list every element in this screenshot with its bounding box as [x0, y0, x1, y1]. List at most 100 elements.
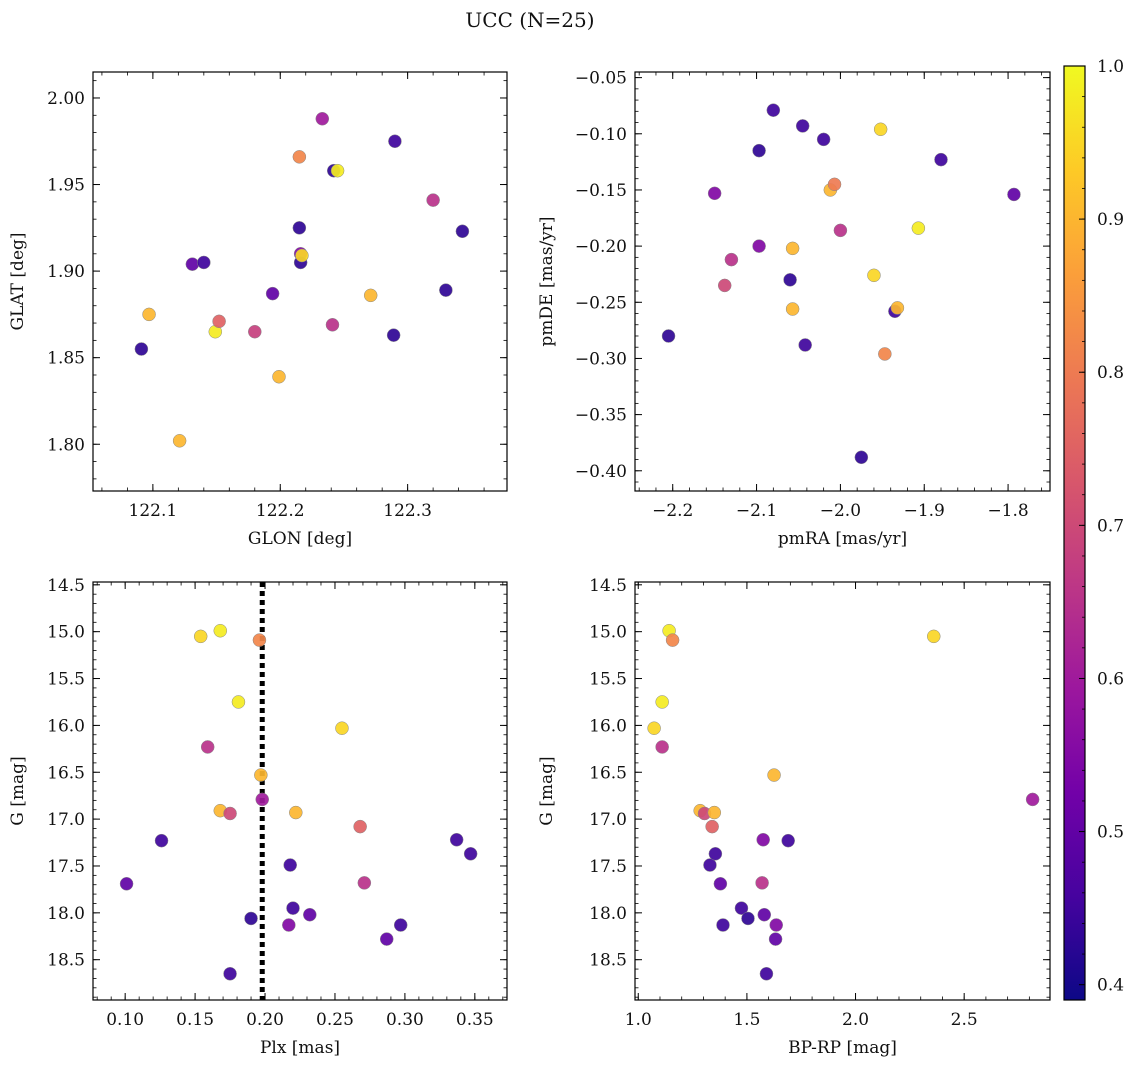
data-point	[934, 152, 948, 167]
y-tick-label: 14.5	[589, 576, 627, 596]
y-tick-label: 17.5	[589, 857, 627, 877]
data-point	[713, 877, 728, 891]
data-point	[286, 901, 300, 915]
y-tick-label: −0.40	[575, 462, 627, 482]
data-point	[134, 342, 149, 356]
data-point	[816, 132, 831, 147]
data-point	[781, 833, 795, 848]
x-axis-label: GLON [deg]	[248, 529, 352, 549]
y-axis-label: G [mag]	[8, 756, 28, 825]
data-point	[353, 819, 367, 834]
y-tick-label: −0.15	[575, 181, 627, 201]
x-tick-label: 2.0	[842, 1010, 869, 1030]
data-point	[756, 832, 770, 847]
data-point	[386, 328, 401, 342]
colorbar: 0.4 0.5 0.6 0.7 0.8 0.9 1.0	[1063, 57, 1124, 1001]
data-point	[254, 768, 268, 782]
y-tick-label: 14.5	[47, 576, 85, 596]
data-point	[265, 286, 280, 301]
data-point	[647, 721, 661, 735]
data-point	[785, 302, 800, 316]
data-point	[197, 255, 211, 270]
data-point	[665, 633, 680, 647]
y-tick-label: −0.35	[575, 406, 627, 426]
data-point	[927, 629, 941, 644]
data-point	[741, 911, 755, 926]
x-tick-label: −2.1	[736, 501, 777, 521]
y-tick-label: 17.5	[47, 857, 85, 877]
y-tick-label: 16.0	[589, 716, 627, 736]
colorbar-tick-label: 0.5	[1097, 823, 1124, 843]
plot-frame	[634, 71, 1051, 492]
data-point	[463, 847, 478, 861]
data-point	[185, 257, 200, 271]
y-tick-label: 15.5	[589, 670, 627, 690]
y-tick-label: 1.90	[47, 262, 85, 282]
data-point	[255, 792, 269, 807]
x-tick-label: −2.2	[652, 501, 693, 521]
data-point	[890, 301, 905, 315]
data-point	[724, 252, 739, 267]
colorbar-tick-label: 0.9	[1097, 210, 1124, 230]
data-point	[827, 177, 842, 192]
data-point	[193, 629, 208, 644]
data-point	[833, 223, 848, 238]
y-tick-label: 1.80	[47, 435, 85, 455]
y-tick-label: 1.85	[47, 349, 85, 369]
data-point	[911, 221, 926, 235]
y-tick-label: −0.20	[575, 237, 627, 257]
data-point	[231, 695, 246, 709]
data-point	[142, 307, 156, 322]
data-point	[878, 347, 892, 361]
data-point	[769, 918, 783, 932]
x-tick-label: −1.9	[904, 501, 945, 521]
data-point	[795, 119, 810, 133]
y-tick-label: 17.0	[47, 810, 85, 830]
y-tick-label: 18.5	[47, 951, 85, 971]
data-point	[393, 918, 408, 932]
x-tick-label: 0.15	[176, 1010, 214, 1030]
data-point	[426, 193, 440, 207]
y-tick-label: 16.5	[589, 763, 627, 783]
data-point	[757, 907, 772, 922]
y-tick-label: 18.0	[47, 904, 85, 924]
panel-4: 1.0 1.5 2.0 2.5 14.5 15.0 15.5 16.0 16.5 17.0 17.5…	[537, 576, 1051, 1058]
panels: 122.1 122.2 122.3 1.80 1.85 1.90 1.95 2.00 GLON …	[8, 69, 1051, 1058]
colorbar-tick-label: 0.8	[1097, 363, 1124, 383]
data-point	[330, 163, 345, 178]
data-point	[703, 858, 717, 872]
plot-frame	[92, 71, 508, 492]
x-axis-label: pmRA [mas/yr]	[778, 529, 907, 549]
x-tick-label: 0.30	[386, 1010, 424, 1030]
y-tick-label: −0.05	[575, 69, 627, 89]
colorbar-gradient	[1063, 65, 1086, 1001]
x-tick-label: −1.8	[987, 501, 1028, 521]
data-point	[283, 858, 297, 872]
y-tick-label: 15.0	[589, 623, 627, 643]
x-tick-label: 1.5	[733, 1010, 760, 1030]
data-point	[455, 224, 470, 239]
y-tick-label: −0.10	[575, 125, 627, 145]
data-point	[292, 221, 307, 235]
data-point	[655, 740, 669, 754]
y-axis-label: GLAT [deg]	[8, 232, 28, 330]
figure-title: UCC (N=25)	[465, 8, 594, 32]
y-tick-label: 15.5	[47, 670, 85, 690]
y-tick-label: 2.00	[47, 89, 85, 109]
y-axis-label: pmDE [mas/yr]	[537, 216, 557, 346]
x-tick-label: 122.3	[383, 501, 432, 521]
y-tick-label: 16.5	[47, 763, 85, 783]
x-tick-label: 122.1	[129, 501, 178, 521]
y-tick-label: 18.5	[589, 951, 627, 971]
data-point	[759, 967, 774, 981]
data-point	[315, 111, 330, 126]
data-point	[379, 932, 394, 946]
y-tick-label: 16.0	[47, 716, 85, 736]
data-point	[655, 695, 669, 709]
y-tick-label: 1.95	[47, 176, 85, 196]
panel-2: −2.2 −2.1 −2.0 −1.9 −1.8 −0.40 −0.35 −0.30 −0.25…	[537, 69, 1051, 549]
x-tick-label: 0.35	[456, 1010, 494, 1030]
data-point	[248, 324, 262, 339]
data-point	[854, 450, 869, 465]
